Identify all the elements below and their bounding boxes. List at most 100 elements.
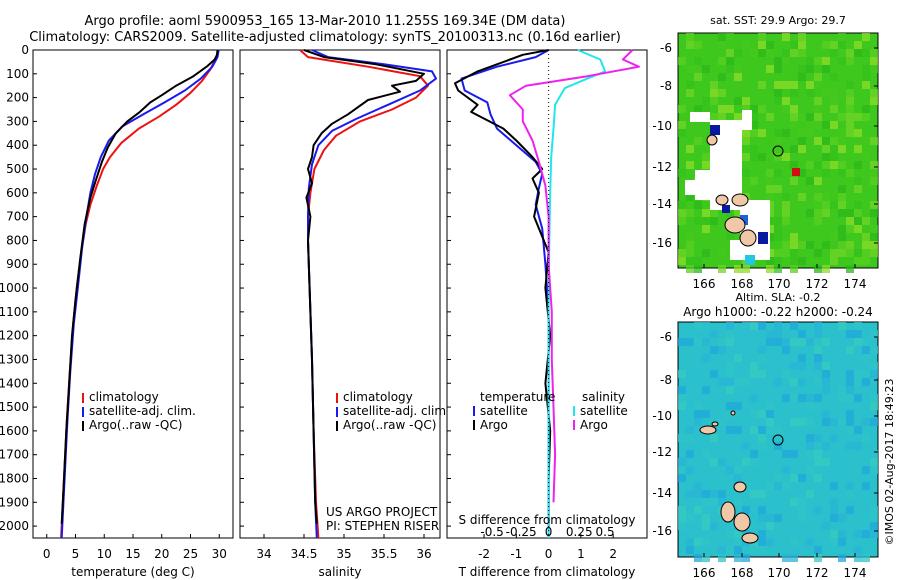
map-pixel [678,257,686,265]
map-pixel [678,474,686,482]
map-pixel [798,169,806,177]
map-pixel [790,265,798,273]
map-pixel [822,458,830,466]
series-line-argo-raw-qc- [60,49,219,524]
legend-label: satellite-adj. clim. [343,404,450,418]
map-pixel [702,225,710,233]
map-pixel [870,137,878,145]
map-pixel [838,57,846,65]
map-pixel [742,137,750,145]
map-pixel [726,530,734,538]
map-pixel [798,330,806,338]
y-tick-label: 500 [6,162,29,176]
map-pixel [758,322,766,330]
map-pixel [782,362,790,370]
map-pixel [782,105,790,113]
map-pixel [846,105,854,113]
map-pixel [774,378,782,386]
map-pixel [862,354,870,362]
map-pixel [790,418,798,426]
map-pixel [846,386,854,394]
map-pixel [758,434,766,442]
map-pixel [750,410,758,418]
map-pixel [790,233,798,241]
map-pixel [798,362,806,370]
map-pixel [862,65,870,73]
map-pixel [702,249,710,257]
map-pixel [710,209,718,217]
map-pixel [782,81,790,89]
map-pixel [686,546,694,554]
map-pixel [694,73,702,81]
map-pixel [790,498,798,506]
map-pixel [694,538,702,546]
map-pixel [870,450,878,458]
map-pixel [814,161,822,169]
map-pixel [870,177,878,185]
map-pixel [694,265,702,273]
map-pixel [766,257,774,265]
map-pixel [838,418,846,426]
map-pixel [734,546,742,554]
map-x-tick-label: 168 [731,566,754,580]
map-pixel [726,466,734,474]
map-pixel [838,33,846,41]
y-tick-label: 1300 [0,352,29,366]
map-pixel [694,257,702,265]
map-pixel [838,241,846,249]
map-pixel [774,97,782,105]
map-pixel [766,514,774,522]
map-x-tick-label: 174 [844,277,867,291]
map-pixel [822,442,830,450]
map-pixel [870,249,878,257]
map-pixel [710,330,718,338]
map-pixel [846,506,854,514]
map-pixel [726,426,734,434]
map-pixel [814,113,822,121]
map-pixel [838,169,846,177]
map-pixel [702,217,710,225]
map-pixel [782,554,790,562]
map-pixel [678,522,686,530]
map-pixel [726,378,734,386]
map-pixel [766,113,774,121]
map-pixel [854,209,862,217]
map-pixel [758,490,766,498]
map-pixel [830,97,838,105]
map-pixel [814,105,822,113]
map-pixel [694,546,702,554]
map-pixel [846,346,854,354]
x-tick-label-salinity: 0.5 [596,525,615,539]
map-pixel [742,554,750,562]
map-pixel [726,338,734,346]
map-pixel [806,129,814,137]
map-pixel [742,394,750,402]
map-pixel [766,418,774,426]
missing-data-patch [742,110,752,130]
map-pixel [846,490,854,498]
map-pixel [822,426,830,434]
map-pixel [854,129,862,137]
map-pixel [686,33,694,41]
x-axis-label: temperature (deg C) [71,565,194,579]
map-pixel [710,434,718,442]
map-pixel [806,442,814,450]
map-pixel [838,129,846,137]
map-pixel [718,338,726,346]
map-pixel [806,466,814,474]
map-pixel [790,474,798,482]
map-pixel [774,217,782,225]
map-pixel [734,466,742,474]
map-pixel [862,73,870,81]
map-pixel [678,466,686,474]
map-pixel [742,426,750,434]
map-pixel [862,362,870,370]
map-pixel [854,161,862,169]
map-pixel [694,482,702,490]
legend-label: satellite [480,404,528,418]
map-pixel [718,394,726,402]
map-pixel [854,177,862,185]
map-pixel [806,490,814,498]
x-tick-label: 35.5 [371,547,398,561]
